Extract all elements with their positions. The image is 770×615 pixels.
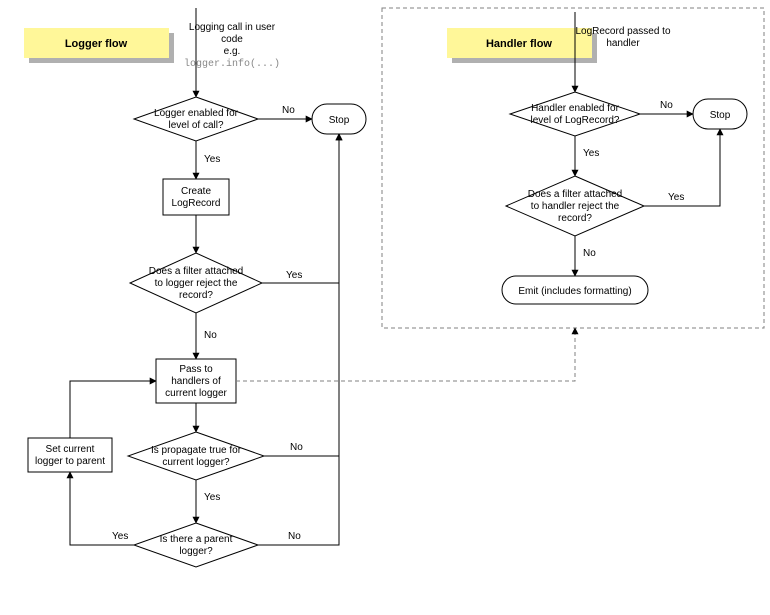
label-yes: Yes <box>112 531 128 542</box>
svg-text:Emit (includes formatting): Emit (includes formatting) <box>518 286 631 297</box>
svg-text:Stop: Stop <box>329 115 350 126</box>
label-no: No <box>288 531 301 542</box>
svg-text:logger to parent: logger to parent <box>35 456 105 467</box>
label-no: No <box>660 100 673 111</box>
svg-text:logger.info(...): logger.info(...) <box>184 58 280 70</box>
svg-text:current logger?: current logger? <box>162 457 230 468</box>
label-yes: Yes <box>583 148 599 159</box>
logger-flow-title: Logger flow <box>24 28 174 63</box>
svg-text:code: code <box>221 34 243 45</box>
label-yes: Yes <box>668 192 684 203</box>
svg-text:to logger reject the: to logger reject the <box>155 278 238 289</box>
svg-text:e.g.: e.g. <box>224 46 241 57</box>
svg-text:current logger: current logger <box>165 388 227 399</box>
logger-enabled-decision: Logger enabled for level of call? <box>134 97 258 141</box>
svg-text:record?: record? <box>179 290 213 301</box>
label-yes: Yes <box>204 154 220 165</box>
logger-stop: Stop <box>312 104 366 134</box>
svg-text:Handler enabled for: Handler enabled for <box>531 103 620 114</box>
dashed-edge <box>236 328 575 381</box>
handler-enabled-decision: Handler enabled for level of LogRecord? <box>510 92 640 136</box>
svg-text:Does a filter attached: Does a filter attached <box>149 266 244 277</box>
logger-filter-decision: Does a filter attached to logger reject … <box>130 253 262 313</box>
svg-text:Is there a parent: Is there a parent <box>160 534 233 545</box>
label-no: No <box>204 330 217 341</box>
svg-text:LogRecord passed to: LogRecord passed to <box>575 26 671 37</box>
handler-emit: Emit (includes formatting) <box>502 276 648 304</box>
svg-text:Does a filter attached: Does a filter attached <box>528 189 623 200</box>
svg-text:handler: handler <box>606 38 640 49</box>
svg-text:level of LogRecord?: level of LogRecord? <box>531 115 620 126</box>
svg-text:record?: record? <box>558 213 592 224</box>
handler-flow-title-text: Handler flow <box>486 38 552 50</box>
edge <box>258 134 339 545</box>
logger-flow-title-text: Logger flow <box>65 38 128 50</box>
handler-stop: Stop <box>693 99 747 129</box>
svg-text:LogRecord: LogRecord <box>172 198 221 209</box>
handler-filter-decision: Does a filter attached to handler reject… <box>506 176 644 236</box>
edge <box>264 134 339 456</box>
svg-text:to handler reject the: to handler reject the <box>531 201 620 212</box>
svg-text:Create: Create <box>181 186 211 197</box>
label-yes: Yes <box>204 492 220 503</box>
label-no: No <box>583 248 596 259</box>
edge <box>262 134 339 283</box>
svg-text:Logger enabled for: Logger enabled for <box>154 108 239 119</box>
svg-text:Set current: Set current <box>46 444 95 455</box>
svg-text:Stop: Stop <box>710 110 731 121</box>
logger-start-text: Logging call in user code e.g. logger.in… <box>184 22 280 70</box>
label-no: No <box>282 105 295 116</box>
label-no: No <box>290 442 303 453</box>
logger-pass-to-handlers: Pass to handlers of current logger <box>156 359 236 403</box>
svg-text:handlers of: handlers of <box>171 376 221 387</box>
svg-text:Is propagate true for: Is propagate true for <box>151 445 242 456</box>
logger-parent-decision: Is there a parent logger? <box>134 523 258 567</box>
svg-text:logger?: logger? <box>179 546 213 557</box>
svg-text:Pass to: Pass to <box>179 364 213 375</box>
label-yes: Yes <box>286 270 302 281</box>
svg-text:Logging call in user: Logging call in user <box>189 22 276 33</box>
logger-set-current: Set current logger to parent <box>28 438 112 472</box>
svg-text:level of call?: level of call? <box>168 120 223 131</box>
logger-propagate-decision: Is propagate true for current logger? <box>128 432 264 480</box>
logger-create-logrecord: Create LogRecord <box>163 179 229 215</box>
edge <box>70 381 156 438</box>
